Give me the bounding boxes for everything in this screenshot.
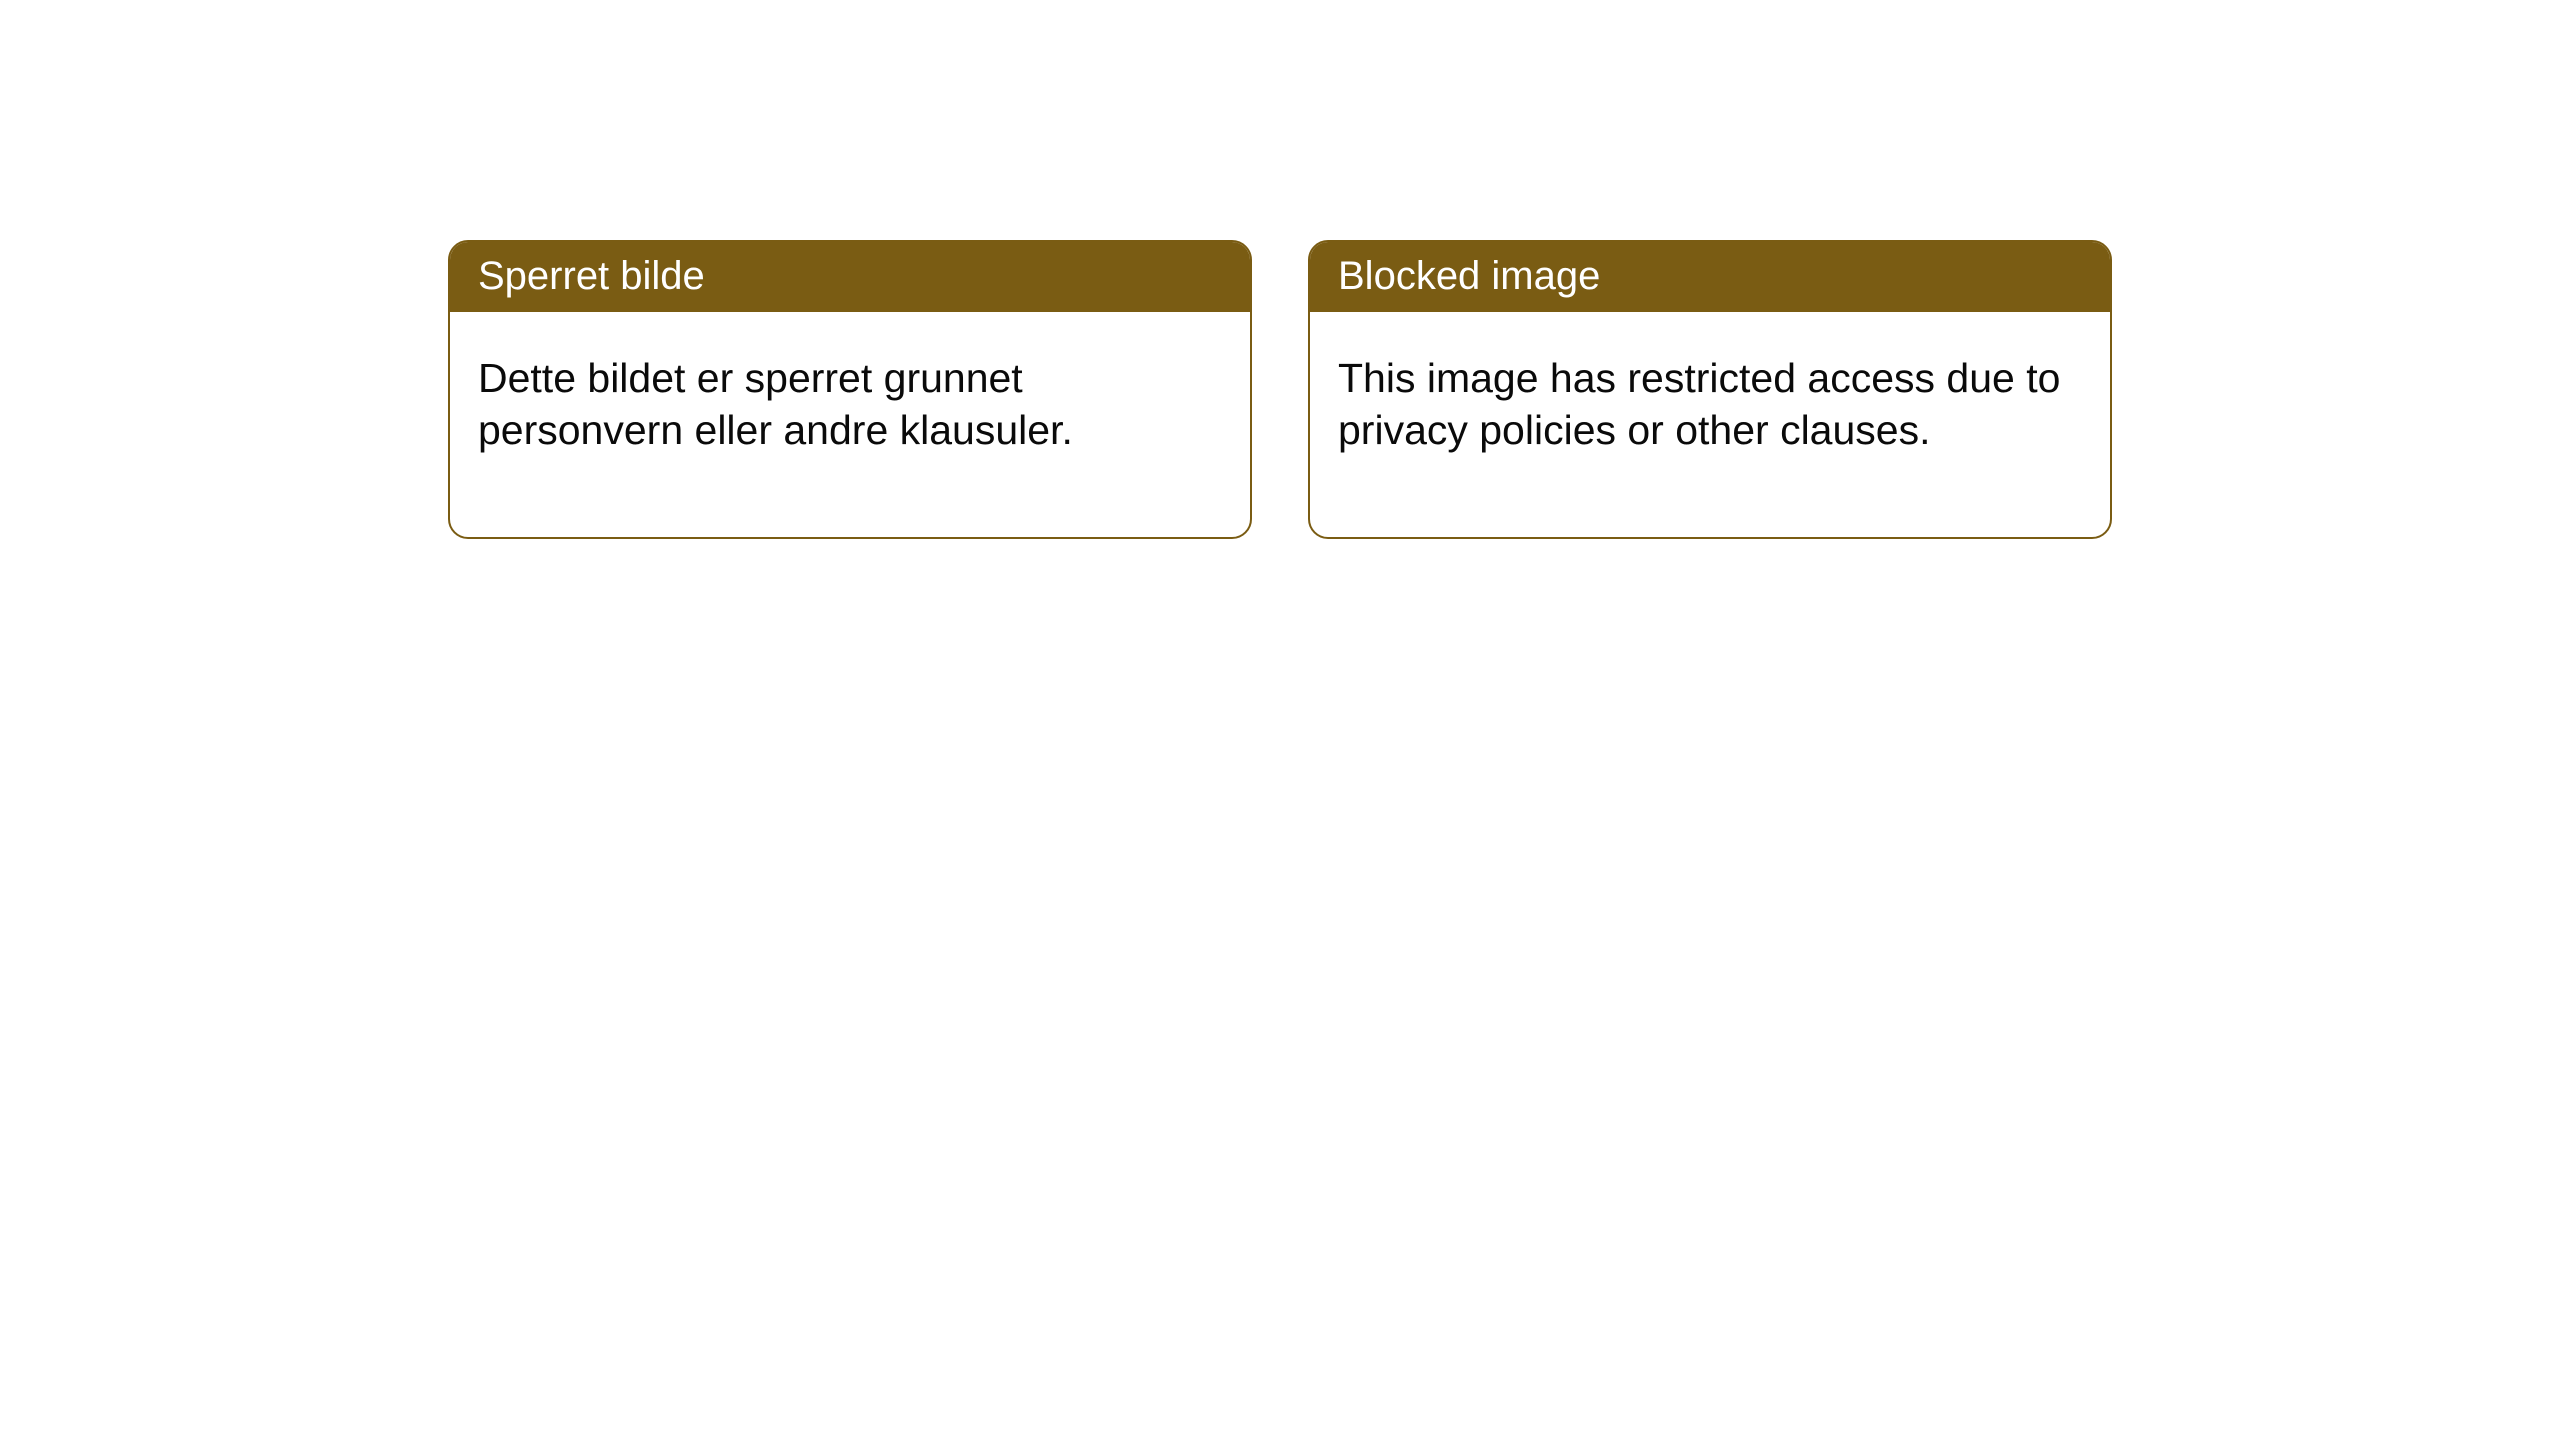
card-body: This image has restricted access due to … (1310, 312, 2110, 537)
notice-cards-container: Sperret bilde Dette bildet er sperret gr… (448, 240, 2112, 539)
card-body-text: Dette bildet er sperret grunnet personve… (478, 355, 1073, 453)
card-header: Sperret bilde (450, 242, 1250, 312)
notice-card-english: Blocked image This image has restricted … (1308, 240, 2112, 539)
card-body-text: This image has restricted access due to … (1338, 355, 2060, 453)
card-header: Blocked image (1310, 242, 2110, 312)
card-title: Sperret bilde (478, 254, 705, 298)
notice-card-norwegian: Sperret bilde Dette bildet er sperret gr… (448, 240, 1252, 539)
card-title: Blocked image (1338, 254, 1600, 298)
card-body: Dette bildet er sperret grunnet personve… (450, 312, 1250, 537)
